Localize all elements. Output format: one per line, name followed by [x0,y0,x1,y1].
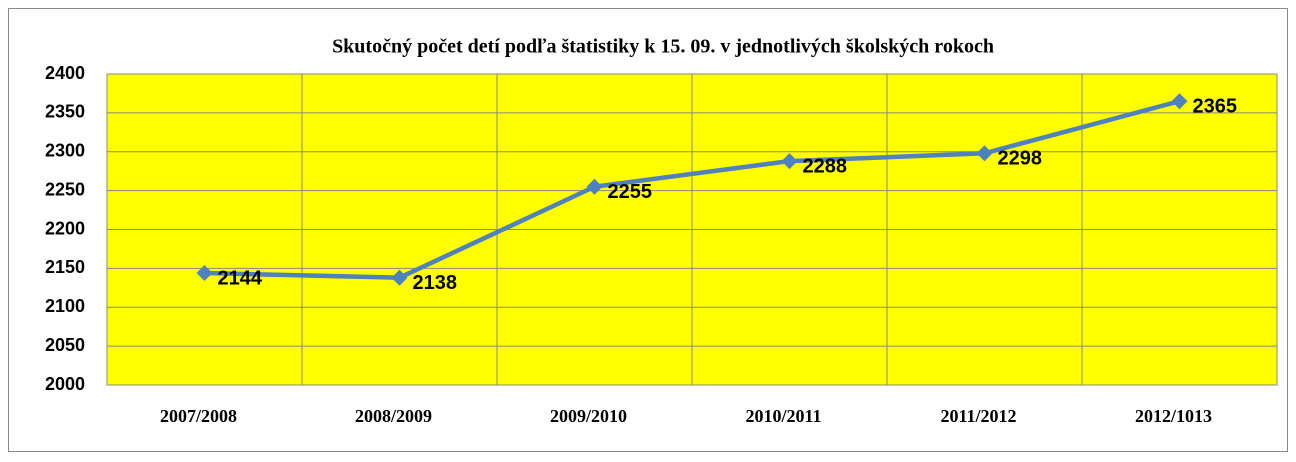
x-tick-label: 2011/2012 [940,406,1016,426]
x-tick-label: 2010/2011 [745,406,821,426]
data-label: 2138 [413,272,458,294]
chart-title: Skutočný počet detí podľa štatistiky k 1… [332,36,994,58]
marker [1171,93,1188,110]
data-label: 2288 [803,155,848,177]
x-tick-label: 2008/2009 [355,406,432,426]
data-label: 2298 [998,148,1043,170]
marker [196,265,213,282]
y-tick-label: 2000 [45,374,85,394]
y-tick-label: 2300 [45,141,85,161]
y-tick-label: 2100 [45,296,85,316]
y-tick-label: 2200 [45,218,85,238]
data-label: 2144 [218,267,263,289]
marker [391,269,408,286]
y-tick-label: 2350 [45,102,85,122]
x-tick-label: 2012/1013 [1135,406,1212,426]
y-tick-label: 2400 [45,63,85,83]
data-label: 2255 [608,181,653,203]
x-tick-label: 2009/2010 [550,406,627,426]
marker [586,178,603,195]
y-tick-label: 2250 [45,179,85,199]
x-tick-label: 2007/2008 [160,406,237,426]
series-line [204,99,1181,280]
data-label: 2365 [1193,95,1238,117]
marker [781,153,798,170]
y-tick-label: 2150 [45,257,85,277]
marker [976,145,993,162]
y-tick-label: 2050 [45,335,85,355]
